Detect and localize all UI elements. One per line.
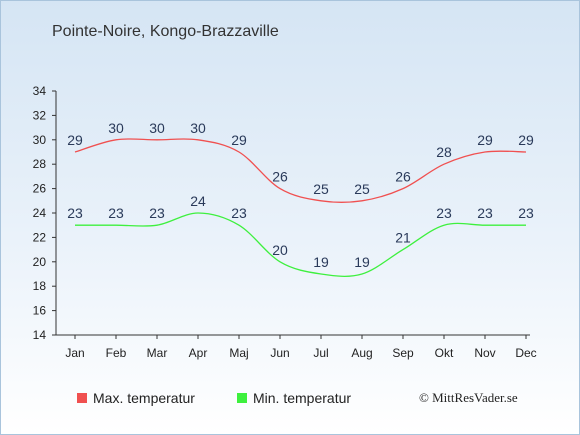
x-tick-label: Jan <box>65 346 84 360</box>
x-tick-label: Apr <box>189 346 208 360</box>
y-tick-label: 32 <box>33 108 47 122</box>
y-tick-label: 16 <box>33 304 47 318</box>
data-label-max: 25 <box>313 181 329 197</box>
data-label-max: 30 <box>108 120 124 136</box>
data-label-min: 23 <box>149 205 165 221</box>
data-label-max: 25 <box>354 181 370 197</box>
data-label-min: 23 <box>231 205 247 221</box>
y-tick-label: 24 <box>33 206 47 220</box>
data-label-max: 29 <box>67 132 83 148</box>
y-tick-label: 26 <box>33 182 47 196</box>
y-tick-label: 20 <box>33 255 47 269</box>
data-label-max: 29 <box>231 132 247 148</box>
x-tick-label: Okt <box>435 346 454 360</box>
data-label-max: 30 <box>149 120 165 136</box>
data-label-min: 23 <box>477 205 493 221</box>
legend-min-swatch <box>237 393 247 403</box>
legend-min-label: Min. temperatur <box>253 390 352 406</box>
data-label-min: 23 <box>436 205 452 221</box>
data-label-max: 29 <box>477 132 493 148</box>
y-tick-label: 34 <box>33 84 47 98</box>
legend-min: Min. temperatur <box>237 390 351 406</box>
data-label-max: 29 <box>518 132 534 148</box>
x-tick-label: Dec <box>515 346 536 360</box>
y-tick-label: 30 <box>33 133 47 147</box>
y-tick-label: 18 <box>33 279 47 293</box>
y-tick-label: 14 <box>33 328 47 342</box>
x-tick-label: Jun <box>270 346 289 360</box>
x-tick-label: Aug <box>351 346 372 360</box>
x-tick-label: Jul <box>313 346 328 360</box>
x-tick-label: Mar <box>147 346 168 360</box>
data-label-min: 19 <box>354 254 370 270</box>
y-tick-label: 28 <box>33 157 47 171</box>
x-tick-label: Sep <box>392 346 414 360</box>
data-label-min: 23 <box>67 205 83 221</box>
chart-title: Pointe-Noire, Kongo-Brazzaville <box>52 23 279 40</box>
legend-max-swatch <box>77 393 87 403</box>
legend-max-label: Max. temperatur <box>93 390 195 406</box>
data-label-min: 24 <box>190 193 206 209</box>
data-label-min: 20 <box>272 242 288 258</box>
data-label-max: 28 <box>436 144 452 160</box>
copyright-text: © MittResVader.se <box>419 390 518 405</box>
data-label-min: 19 <box>313 254 329 270</box>
y-tick-label: 22 <box>33 230 47 244</box>
series-line-min <box>74 212 526 277</box>
data-label-max: 30 <box>190 120 206 136</box>
x-tick-label: Feb <box>106 346 127 360</box>
data-label-min: 21 <box>395 230 411 246</box>
x-tick-label: Maj <box>229 346 248 360</box>
data-label-min: 23 <box>108 205 124 221</box>
legend-max: Max. temperatur <box>77 390 195 406</box>
series-line-max <box>74 138 527 203</box>
data-label-max: 26 <box>272 169 288 185</box>
x-tick-label: Nov <box>474 346 495 360</box>
data-label-max: 26 <box>395 169 411 185</box>
data-label-min: 23 <box>518 205 534 221</box>
